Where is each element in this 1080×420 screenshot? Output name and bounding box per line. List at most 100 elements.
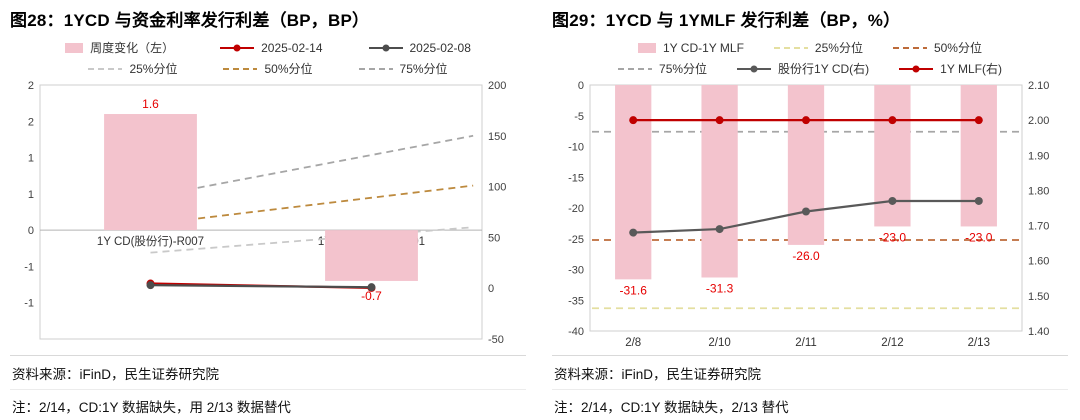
- figure-29-chart: 0 -5 -10 -15 -20 -25 -30 -35 -40 2.10 2.00 1.90 1.80…: [568, 80, 1049, 349]
- legend-label: 50%分位: [264, 62, 313, 76]
- category-label: 2/10: [708, 337, 730, 349]
- line-marker-icon: [220, 44, 255, 51]
- right-axis-tick-label: 50: [488, 232, 500, 244]
- divider: [10, 389, 526, 390]
- right-axis-tick-label: 1.40: [1028, 326, 1049, 338]
- right-axis-tick-label: 1.80: [1028, 185, 1049, 197]
- figure-28-title: 图28：1YCD 与资金利率发行利差（BP，BP）: [10, 11, 370, 30]
- bar: [325, 230, 418, 281]
- left-axis-tick-label: 1: [28, 153, 34, 165]
- dashed-line-icon: [88, 67, 123, 70]
- percentile-line: [150, 226, 474, 254]
- percentile-line: [150, 184, 474, 226]
- right-axis-tick-label: 1.90: [1028, 150, 1049, 162]
- legend-item: 股份行1Y CD(右): [737, 60, 869, 77]
- legend-item: 1Y CD-1Y MLF: [638, 41, 744, 55]
- bar-value-label: -31.6: [620, 283, 648, 297]
- line-marker: [974, 196, 983, 205]
- category-label: 2/11: [795, 337, 817, 349]
- figure-28-source: 资料来源：iFinD，民生证券研究院: [12, 367, 220, 382]
- figure-28-footer: 资料来源：iFinD，民生证券研究院 注：2/14，CD:1Y 数据缺失，用 2…: [10, 355, 526, 420]
- legend-row: 75%分位 股份行1Y CD(右) 1Y MLF(右): [552, 60, 1068, 77]
- left-axis-tick-label: 2: [28, 80, 34, 92]
- legend-label: 2025-02-08: [409, 40, 471, 55]
- plot-border: [39, 84, 483, 340]
- line-marker: [802, 116, 810, 125]
- bar: [874, 85, 911, 227]
- line-marker: [974, 116, 983, 125]
- legend-label: 75%分位: [659, 62, 708, 76]
- legend-item: 75%分位: [618, 60, 707, 77]
- category-label: 2/8: [625, 337, 641, 349]
- legend-item: 周度变化（左）: [65, 39, 174, 56]
- line-marker: [367, 283, 376, 292]
- bar-value-label: -23.0: [879, 230, 907, 244]
- figure-29-panel: 图29：1YCD 与 1YMLF 发行利差（BP，%） 1Y CD-1Y MLF…: [552, 6, 1068, 417]
- left-axis-tick-label: -15: [568, 172, 584, 184]
- legend-label: 1Y CD-1Y MLF: [663, 40, 744, 55]
- category-label: 2/12: [881, 337, 903, 349]
- left-axis-tick-label: -1: [24, 298, 34, 310]
- legend-item: 1Y MLF(右): [899, 60, 1002, 77]
- bar-value-label: -26.0: [792, 249, 820, 263]
- bar-value-label: -31.3: [706, 281, 734, 295]
- legend-label: 2025-02-14: [261, 40, 323, 55]
- figure-29-note: 注：2/14，CD:1Y 数据缺失，2/13 替代: [554, 400, 789, 415]
- left-axis-tick-label: 1: [28, 189, 34, 201]
- legend-label: 75%分位: [399, 62, 448, 76]
- figure-29-footer: 资料来源：iFinD，民生证券研究院 注：2/14，CD:1Y 数据缺失，2/1…: [552, 355, 1068, 420]
- line-marker-icon: [737, 65, 772, 72]
- legend-label: 25%分位: [129, 62, 178, 76]
- line-marker: [888, 196, 897, 205]
- legend-item: 25%分位: [773, 39, 863, 56]
- line-marker: [629, 116, 638, 125]
- dashed-line-icon: [618, 67, 653, 70]
- legend-label: 25%分位: [814, 41, 863, 55]
- legend-label: 50%分位: [933, 41, 982, 55]
- bar: [701, 85, 738, 278]
- line-series: [150, 284, 372, 289]
- legend-item: 50%分位: [892, 39, 982, 56]
- right-axis-tick-label: 100: [488, 182, 506, 194]
- left-axis-tick-label: 0: [578, 80, 584, 92]
- figure-29-source: 资料来源：iFinD，民生证券研究院: [554, 367, 762, 382]
- left-axis-tick-label: -25: [568, 234, 584, 246]
- bar: [787, 85, 825, 245]
- line-marker: [802, 207, 810, 216]
- legend-row: 周度变化（左） 2025-02-14 2025-02-08: [10, 39, 526, 56]
- bar-swatch-icon: [65, 42, 84, 53]
- legend-label: 股份行1Y CD(右): [778, 62, 870, 76]
- figure-28-panel: 图28：1YCD 与资金利率发行利差（BP，BP） 周度变化（左） 2025-02…: [10, 6, 526, 417]
- right-axis-tick-label: 1.70: [1028, 221, 1049, 233]
- right-axis-tick-label: 1.60: [1028, 256, 1049, 268]
- bar-value-label: 1.6: [142, 97, 159, 111]
- dashed-line-icon: [223, 67, 258, 70]
- bar: [960, 85, 997, 227]
- divider: [552, 355, 1068, 356]
- right-axis-tick-label: 0: [488, 283, 494, 295]
- right-axis-tick-label: 2.00: [1028, 115, 1049, 127]
- left-axis-tick-label: 0: [28, 225, 34, 237]
- line-marker: [715, 225, 724, 234]
- left-axis-tick-label: -40: [568, 326, 584, 338]
- divider: [552, 389, 1068, 390]
- line-marker: [146, 281, 155, 290]
- figure-29-legend: 1Y CD-1Y MLF 25%分位 50%分位 75%分位 股份行1Y CD(右) 1Y…: [552, 39, 1068, 77]
- figure-29-title: 图29：1YCD 与 1YMLF 发行利差（BP，%）: [552, 11, 901, 30]
- legend-row: 25%分位 50%分位 75%分位: [10, 60, 526, 77]
- bar: [615, 85, 652, 280]
- left-axis-tick-label: -5: [574, 111, 584, 123]
- legend-label: 1Y MLF(右): [940, 62, 1002, 76]
- bar-swatch-icon: [638, 42, 656, 53]
- category-label: 2/13: [968, 337, 990, 349]
- bar-value-label: -23.0: [965, 230, 993, 244]
- percentile-line: [150, 134, 474, 198]
- left-axis-tick-label: -10: [568, 142, 584, 154]
- dashed-line-icon: [892, 46, 927, 49]
- figure-28-note: 注：2/14，CD:1Y 数据缺失，用 2/13 数据替代: [12, 400, 291, 415]
- line-marker-icon: [368, 44, 403, 51]
- line-marker: [888, 116, 897, 125]
- legend-item: 2025-02-14: [220, 40, 323, 55]
- legend-item: 50%分位: [223, 60, 313, 77]
